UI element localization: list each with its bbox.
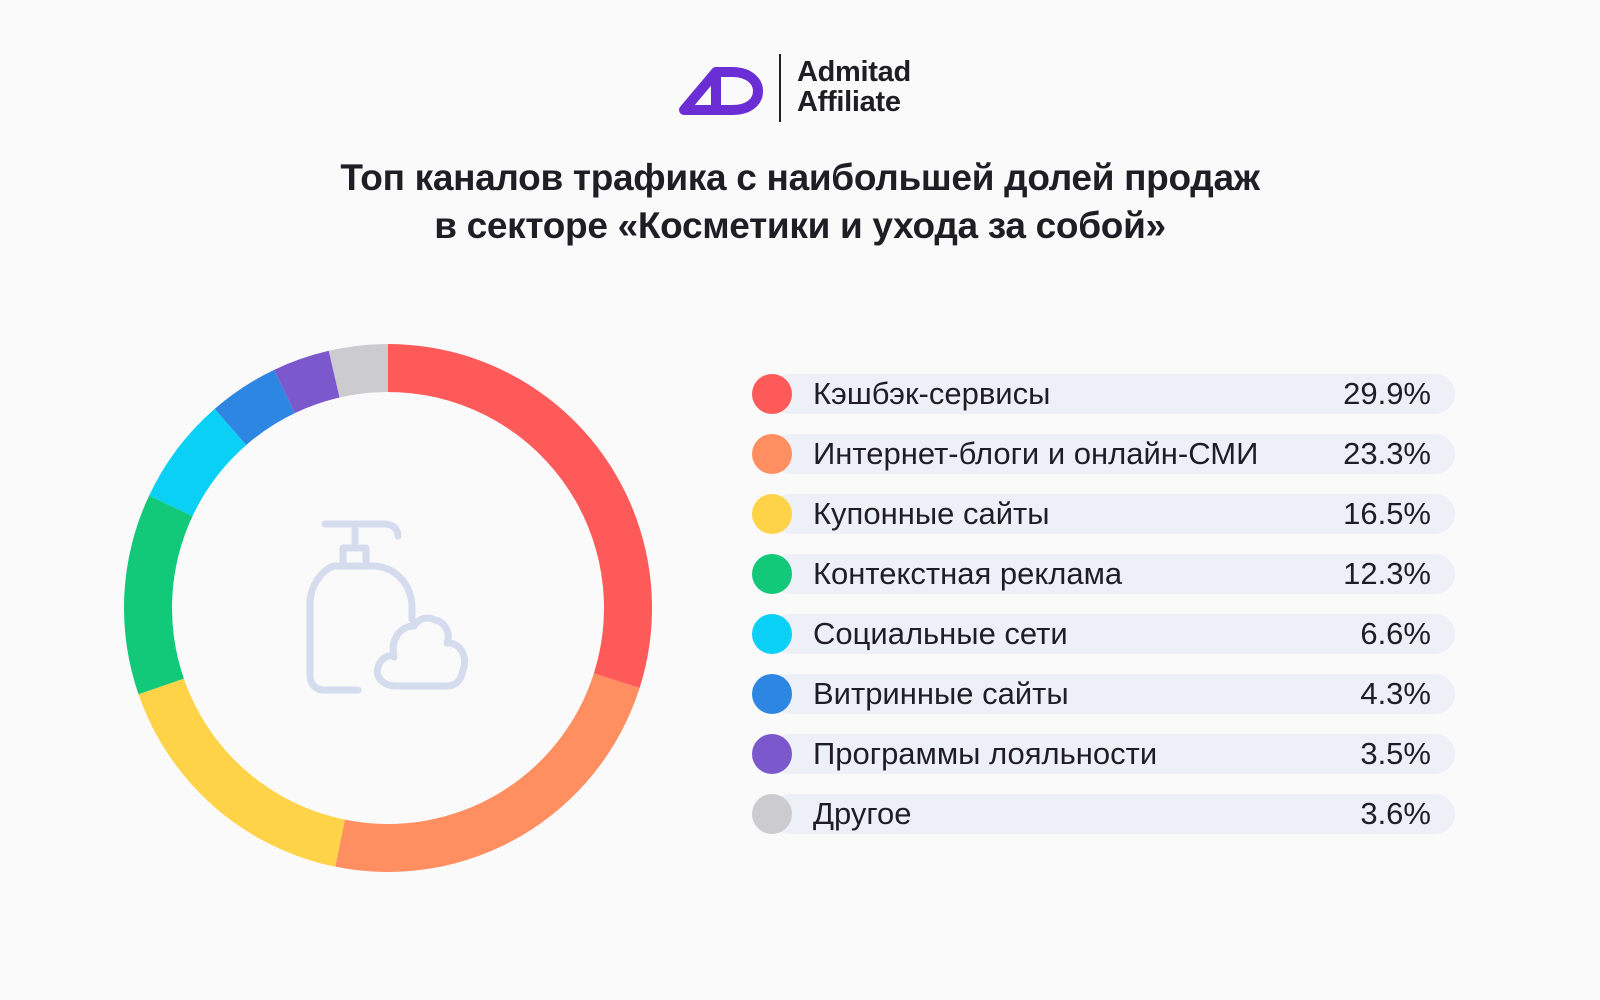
legend-item: Контекстная реклама 12.3% [750,553,1455,595]
legend-item-label: Кэшбэк-сервисы [813,376,1051,411]
legend-item-track [770,734,1455,774]
chart-title-line-1: Топ каналов трафика с наибольшей долей п… [340,157,1260,198]
brand-name: Admitad Affiliate [797,57,911,117]
legend-item-label: Контекстная реклама [813,556,1123,591]
legend-color-dot [752,734,792,774]
chart-title: Топ каналов трафика с наибольшей долей п… [0,154,1600,250]
legend-item: Интернет-блоги и онлайн-СМИ 23.3% [750,433,1455,475]
admitad-logo-icon [679,67,763,115]
legend-item-label: Другое [813,796,912,831]
brand-logo: Admitad Affiliate [678,54,938,124]
legend-item-label: Программы лояльности [813,736,1158,771]
legend-item-label: Социальные сети [813,616,1068,651]
chart-title-line-2: в секторе «Косметики и ухода за собой» [434,205,1166,246]
legend-item-value: 3.6% [1360,796,1431,831]
legend-item-value: 6.6% [1360,616,1431,651]
legend-item-label: Витринные сайты [813,676,1069,711]
donut-slices [123,344,652,873]
legend-item: Другое 3.6% [750,793,1455,835]
donut-slice [328,344,388,398]
legend-item-value: 29.9% [1343,376,1431,411]
legend-item-label: Интернет-блоги и онлайн-СМИ [813,436,1259,471]
legend-color-dot [752,794,792,834]
legend-color-dot [752,434,792,474]
legend-item: Социальные сети 6.6% [750,613,1455,655]
legend-color-dot [752,494,792,534]
legend-color-dot [752,614,792,654]
donut-slice [149,408,247,517]
legend-item-track [770,434,1455,474]
legend-item-track [770,494,1455,534]
legend-item: Программы лояльности 3.5% [750,733,1455,775]
legend-item-track [770,554,1455,594]
soap-dispenser-and-foam-icon [306,520,469,694]
brand-name-line-2: Affiliate [797,86,901,118]
donut-chart [123,344,652,873]
legend-color-dot [752,554,792,594]
donut-slice [335,673,640,873]
legend-color-dot [752,674,792,714]
brand-name-line-1: Admitad [797,56,911,88]
legend-item: Витринные сайты 4.3% [750,673,1455,715]
legend-item-value: 12.3% [1343,556,1431,591]
donut-slice [274,350,340,414]
donut-slice [138,678,345,867]
donut-slice [123,495,193,695]
donut-slice [388,344,652,689]
legend-item-track [770,794,1455,834]
legend-item-track [770,674,1455,714]
donut-slice [214,369,295,446]
legend-item-value: 3.5% [1360,736,1431,771]
legend-item-track [770,614,1455,654]
legend-item-value: 23.3% [1343,436,1431,471]
legend-item-value: 4.3% [1360,676,1431,711]
legend-color-dot [752,374,792,414]
legend-item-label: Купонные сайты [813,496,1050,531]
legend-item: Купонные сайты 16.5% [750,493,1455,535]
brand-divider [779,54,781,122]
legend-item-value: 16.5% [1343,496,1431,531]
legend-item-track [770,374,1455,414]
legend-item: Кэшбэк-сервисы 29.9% [750,373,1455,415]
